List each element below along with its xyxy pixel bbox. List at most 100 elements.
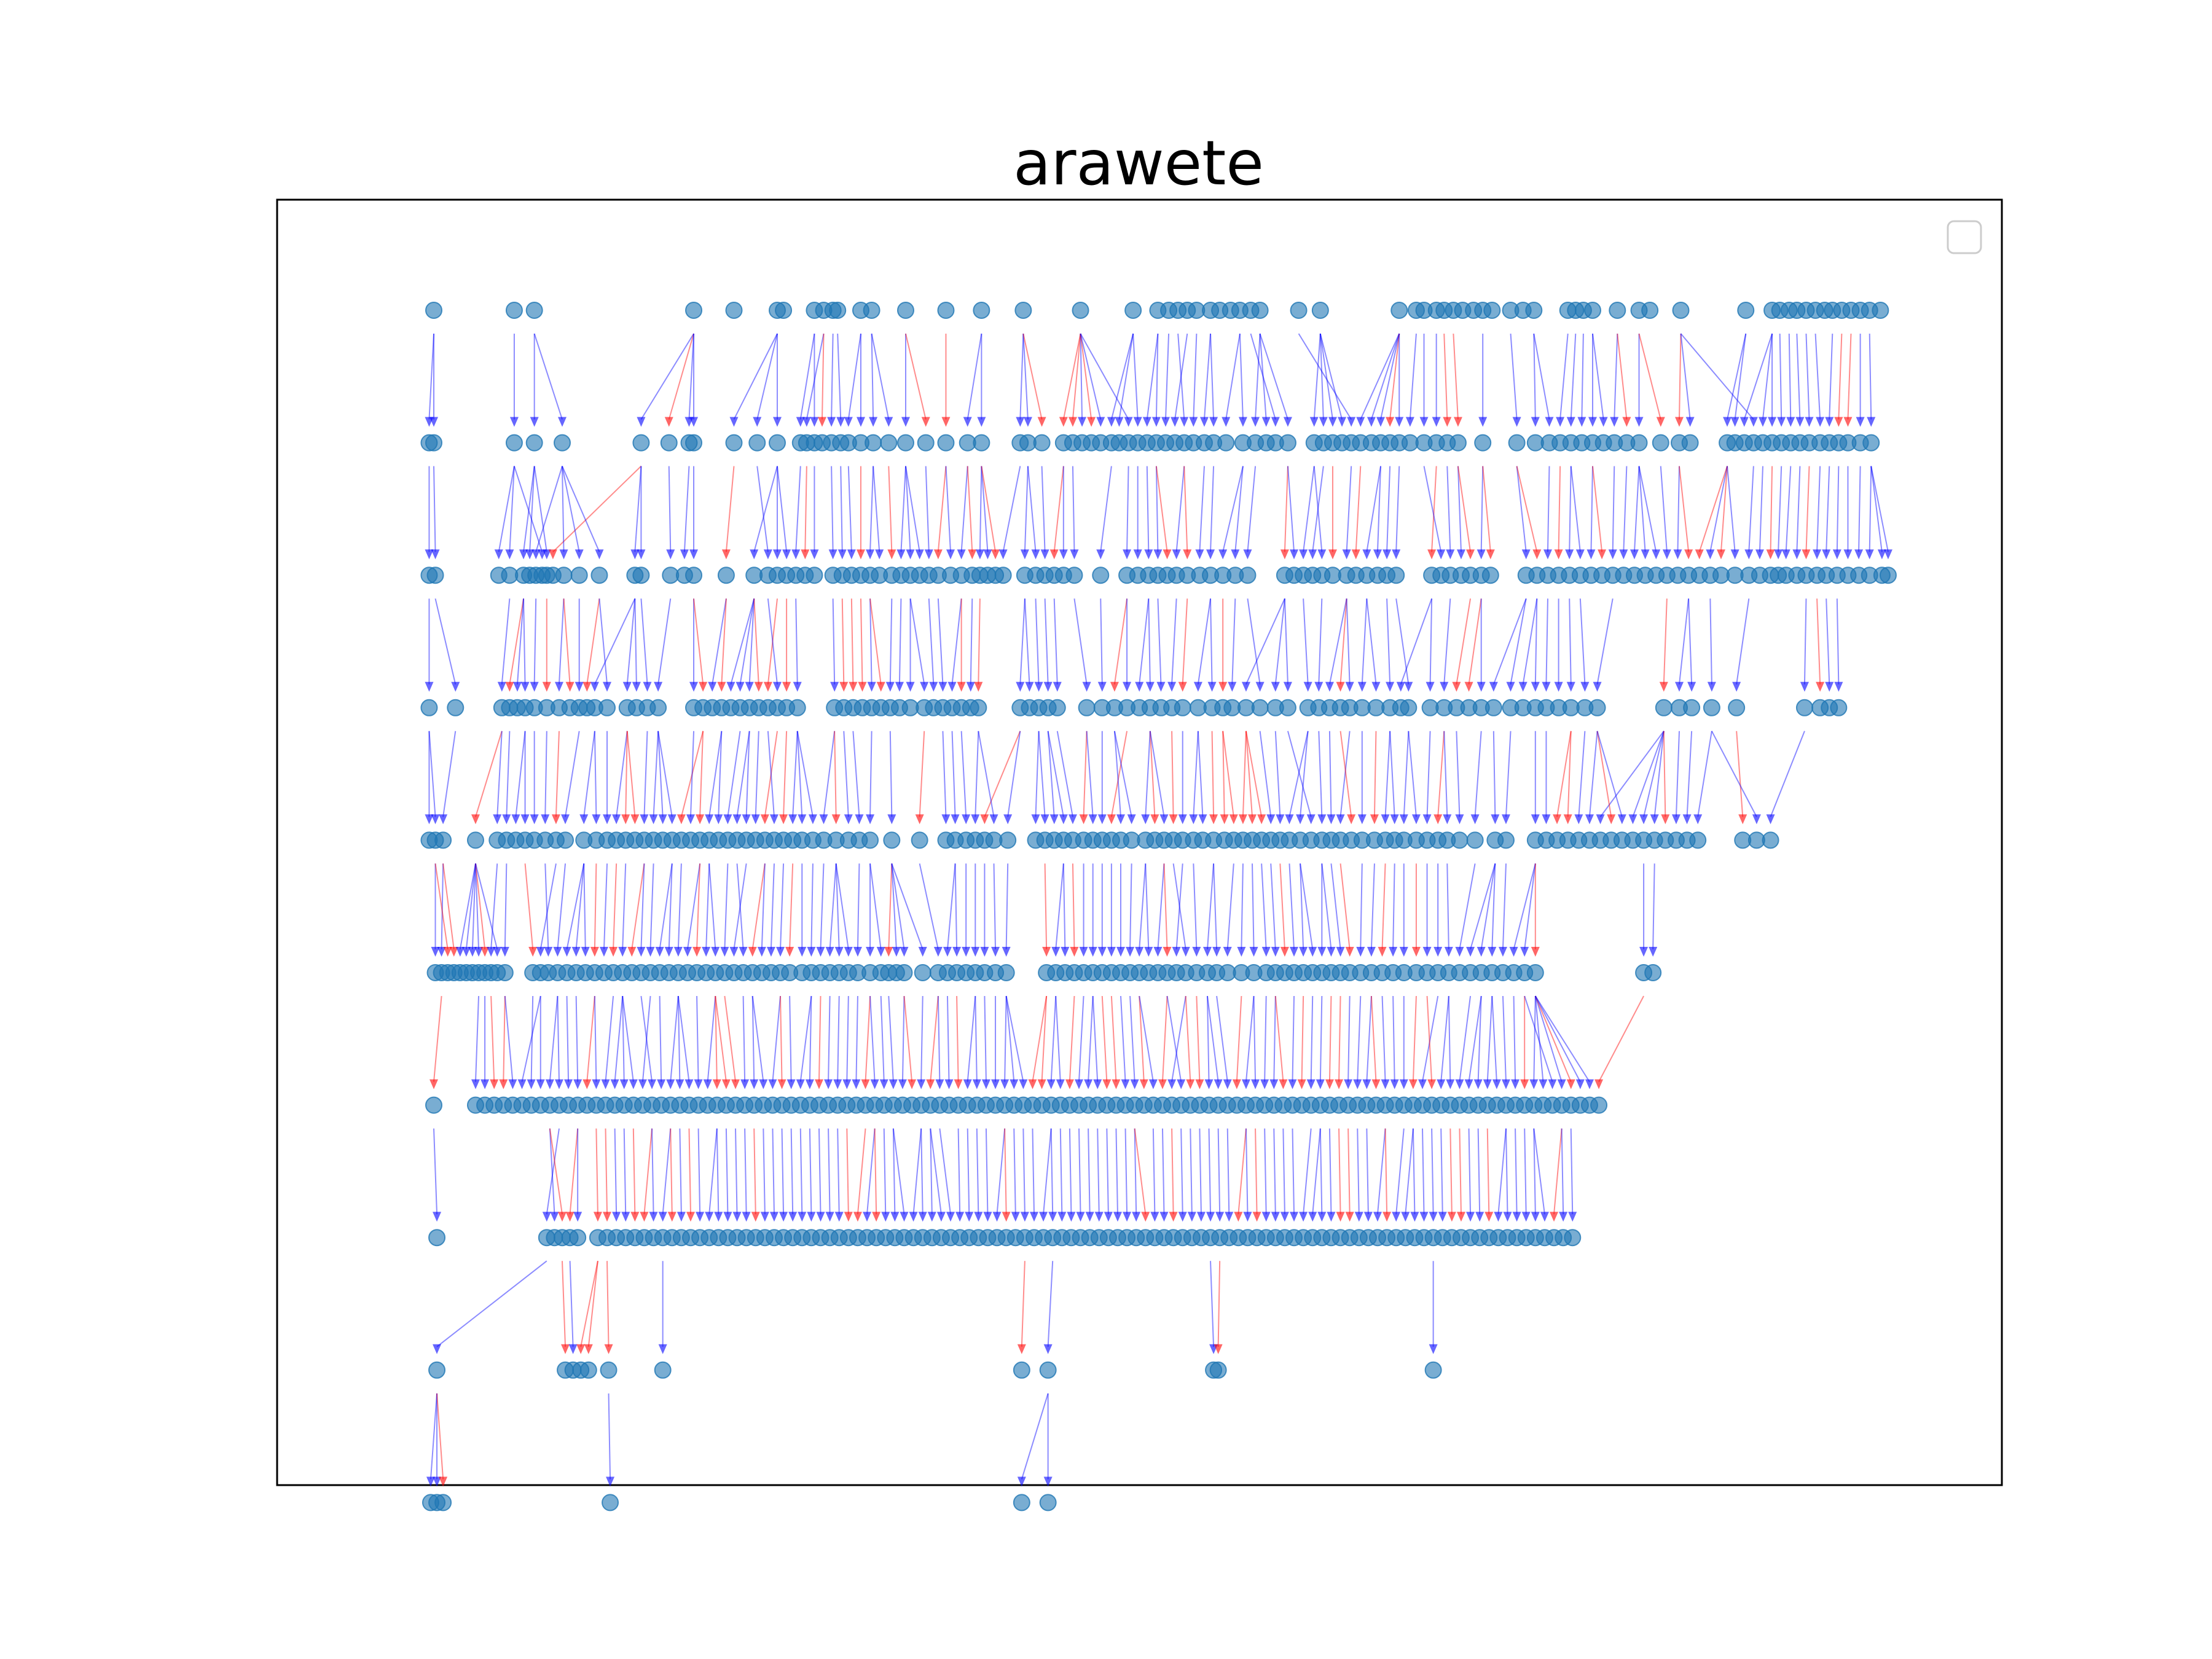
- tree-node: [775, 302, 793, 319]
- tree-edge: [751, 863, 766, 950]
- edge-arrowhead: [1135, 681, 1144, 692]
- edge-arrowhead: [612, 1212, 621, 1222]
- legend-box: [1947, 220, 1982, 254]
- edge-arrowhead: [1429, 1212, 1438, 1222]
- tree-edge: [1370, 863, 1375, 950]
- edge-arrowhead: [590, 947, 599, 957]
- edge-arrowhead: [1730, 417, 1739, 427]
- edge-arrowhead: [842, 1079, 852, 1089]
- tree-edge: [1389, 731, 1395, 817]
- tree-edge: [1638, 466, 1646, 552]
- edge-arrowhead: [1096, 417, 1105, 427]
- edge-arrowhead: [520, 814, 530, 825]
- edge-arrowhead: [433, 1477, 442, 1487]
- tree-edge: [575, 863, 585, 950]
- tree-edge: [707, 995, 716, 1082]
- tree-edge: [1569, 598, 1572, 684]
- edge-arrowhead: [699, 681, 708, 692]
- edge-arrowhead: [664, 417, 673, 427]
- tree-edge: [1638, 466, 1657, 552]
- tree-edge: [1534, 995, 1581, 1083]
- edge-arrowhead: [646, 947, 655, 957]
- edge-arrowhead: [536, 947, 545, 957]
- edge-arrowhead: [667, 1212, 677, 1222]
- edge-arrowhead: [968, 549, 977, 560]
- edge-arrowhead: [618, 947, 627, 957]
- tree-edge: [724, 995, 737, 1082]
- edge-arrowhead: [1220, 814, 1229, 825]
- edge-arrowhead: [542, 549, 551, 560]
- edge-arrowhead: [1085, 1212, 1094, 1222]
- tree-edge: [1339, 598, 1347, 684]
- edge-arrowhead: [1684, 549, 1693, 560]
- tree-node: [1526, 964, 1544, 981]
- tree-edge: [606, 1261, 610, 1347]
- tree-edge: [1596, 731, 1623, 817]
- edge-arrowhead: [493, 814, 502, 825]
- edge-arrowhead: [1437, 1079, 1446, 1089]
- edge-arrowhead: [1336, 1212, 1345, 1222]
- edge-arrowhead: [1446, 549, 1455, 560]
- tree-node: [1217, 434, 1235, 452]
- tree-edge: [837, 1128, 840, 1215]
- edge-arrowhead: [974, 681, 983, 692]
- tree-edge: [841, 598, 845, 684]
- tree-edge: [1623, 466, 1628, 552]
- tree-edge: [1274, 731, 1281, 817]
- edge-arrowhead: [431, 549, 440, 560]
- edge-arrowhead: [1512, 417, 1521, 427]
- edge-arrowhead: [1766, 549, 1775, 560]
- edge-arrowhead: [689, 549, 699, 560]
- tree-node: [896, 434, 914, 452]
- tree-edge: [1055, 995, 1061, 1082]
- edge-arrowhead: [1255, 681, 1265, 692]
- tree-edge: [1423, 466, 1442, 552]
- tree-edge: [1047, 731, 1055, 817]
- tree-edge: [1403, 731, 1410, 817]
- tree-edge: [1217, 1261, 1221, 1347]
- edge-arrowhead: [705, 814, 714, 825]
- tree-node: [466, 831, 484, 849]
- tree-edge: [739, 598, 755, 684]
- tree-edge: [930, 995, 939, 1082]
- edge-arrowhead: [955, 1212, 965, 1222]
- tree-edge: [1110, 731, 1128, 817]
- tree-edge: [657, 731, 664, 817]
- edge-arrowhead: [1639, 814, 1649, 825]
- tree-edge: [847, 466, 852, 552]
- tree-edge: [1570, 1128, 1574, 1215]
- tree-node: [590, 567, 608, 584]
- tree-edge: [1533, 333, 1550, 420]
- tree-node: [788, 699, 806, 716]
- edge-arrowhead: [1723, 417, 1732, 427]
- tree-edge: [866, 1128, 876, 1215]
- tree-edge: [1239, 333, 1244, 420]
- edge-arrowhead: [592, 814, 601, 825]
- tree-edge: [984, 731, 1021, 817]
- edge-arrowhead: [1097, 681, 1107, 692]
- edge-arrowhead: [1040, 549, 1049, 560]
- tree-node: [1672, 302, 1690, 319]
- edge-arrowhead: [833, 1079, 842, 1089]
- edge-arrowhead: [992, 1212, 1002, 1222]
- edge-arrowhead: [468, 947, 477, 957]
- tree-edge: [1199, 1128, 1202, 1215]
- edge-arrowhead: [1059, 814, 1068, 825]
- edge-arrowhead: [1327, 1212, 1336, 1222]
- tree-edge: [533, 598, 537, 684]
- edge-arrowhead: [1051, 947, 1061, 957]
- tree-edge: [715, 995, 718, 1082]
- edge-arrowhead: [1532, 549, 1542, 560]
- tree-edge: [889, 598, 893, 684]
- edge-arrowhead: [844, 1212, 853, 1222]
- tree-edge: [1380, 333, 1400, 420]
- edge-arrowhead: [1429, 1344, 1438, 1354]
- edge-arrowhead: [796, 1079, 805, 1089]
- edge-arrowhead: [1540, 1212, 1549, 1222]
- tree-edge: [1038, 731, 1046, 817]
- edge-arrowhead: [1596, 814, 1605, 825]
- edge-arrowhead: [983, 1212, 992, 1222]
- tree-edge: [708, 863, 716, 950]
- edge-arrowhead: [689, 681, 699, 692]
- tree-edge: [670, 995, 679, 1082]
